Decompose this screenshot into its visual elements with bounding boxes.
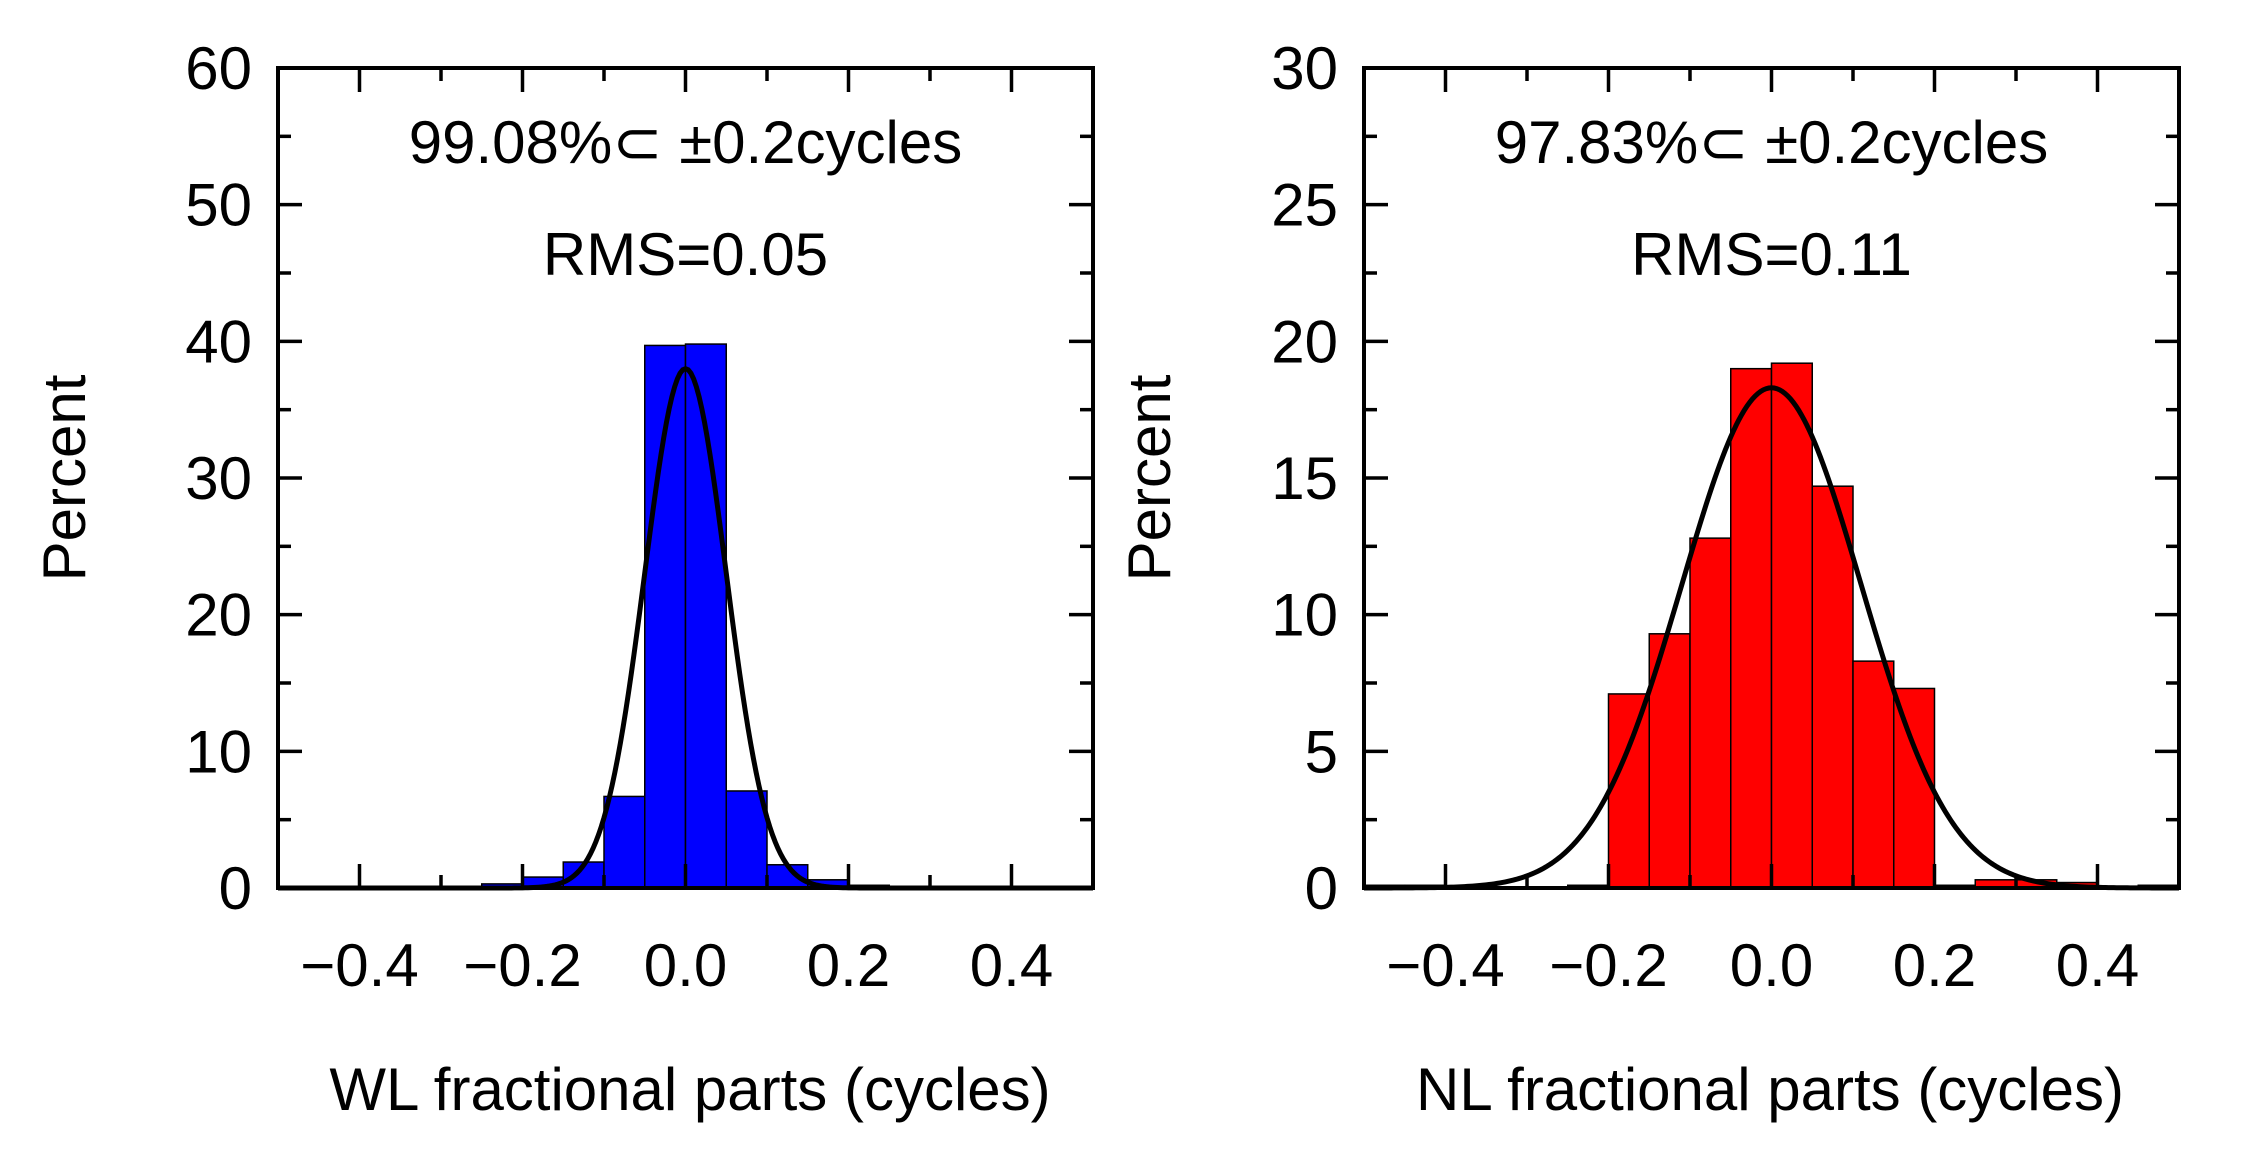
wl-y-tick-label: 10: [185, 718, 252, 785]
wl-percentage-annotation: 99.08%⊂ ±0.2cycles: [409, 109, 962, 176]
nl-y-tick-label: 15: [1271, 445, 1338, 512]
wl-y-tick-label: 20: [185, 582, 252, 649]
nl-bar: [1811, 485, 1854, 889]
nl-y-tick-label: 25: [1271, 172, 1338, 239]
nl-x-tick-label: −0.2: [1549, 932, 1667, 999]
nl-x-tick-label: 0.2: [1893, 932, 1976, 999]
wl-y-axis-label: Percent: [31, 374, 98, 581]
nl-bar: [1607, 693, 1650, 889]
wl-y-tick-label: 50: [185, 172, 252, 239]
nl-y-tick-label: 5: [1305, 718, 1338, 785]
wl-x-axis-label: WL fractional parts (cycles): [329, 1056, 1050, 1123]
nl-y-tick-label: 10: [1271, 582, 1338, 649]
wl-y-tick-label: 60: [185, 35, 252, 102]
wl-x-tick-label: −0.2: [463, 932, 581, 999]
nl-y-tick-label: 30: [1271, 35, 1338, 102]
nl-histogram-panel: 97.83%⊂ ±0.2cycles RMS=0.11 NL fractiona…: [1116, 35, 2181, 1123]
wl-y-tick-label: 0: [219, 855, 252, 922]
wl-x-tick-label: 0.0: [644, 932, 727, 999]
nl-axis-ticks: [1362, 66, 2181, 890]
wl-x-tick-label: −0.4: [300, 932, 418, 999]
nl-y-tick-label: 20: [1271, 308, 1338, 375]
wl-y-tick-label: 30: [185, 445, 252, 512]
nl-bar: [1770, 362, 1813, 889]
nl-bar: [1689, 537, 1732, 889]
wl-rms-annotation: RMS=0.05: [543, 221, 828, 288]
nl-x-axis-label: NL fractional parts (cycles): [1416, 1056, 2124, 1123]
nl-x-tick-label: −0.4: [1386, 932, 1504, 999]
wl-axis-ticks: [276, 66, 1095, 890]
wl-x-tick-label: 0.4: [970, 932, 1053, 999]
nl-bar: [1730, 367, 1773, 889]
nl-bar: [1852, 660, 1895, 889]
wl-bar: [603, 795, 646, 889]
nl-x-tick-label: 0.4: [2056, 932, 2139, 999]
wl-y-tick-label: 40: [185, 308, 252, 375]
nl-bar: [1893, 687, 1936, 889]
wl-x-tick-label: 0.2: [807, 932, 890, 999]
wl-bars: [481, 343, 890, 889]
wl-histogram-panel: 99.08%⊂ ±0.2cycles RMS=0.05 WL fractiona…: [31, 35, 1095, 1123]
nl-x-tick-label: 0.0: [1730, 932, 1813, 999]
wl-bar: [725, 790, 768, 889]
nl-y-tick-label: 0: [1305, 855, 1338, 922]
nl-rms-annotation: RMS=0.11: [1631, 221, 1912, 288]
nl-gaussian-fit-curve: [1364, 385, 2179, 891]
nl-percentage-annotation: 97.83%⊂ ±0.2cycles: [1495, 109, 2048, 176]
nl-y-axis-label: Percent: [1116, 374, 1183, 581]
